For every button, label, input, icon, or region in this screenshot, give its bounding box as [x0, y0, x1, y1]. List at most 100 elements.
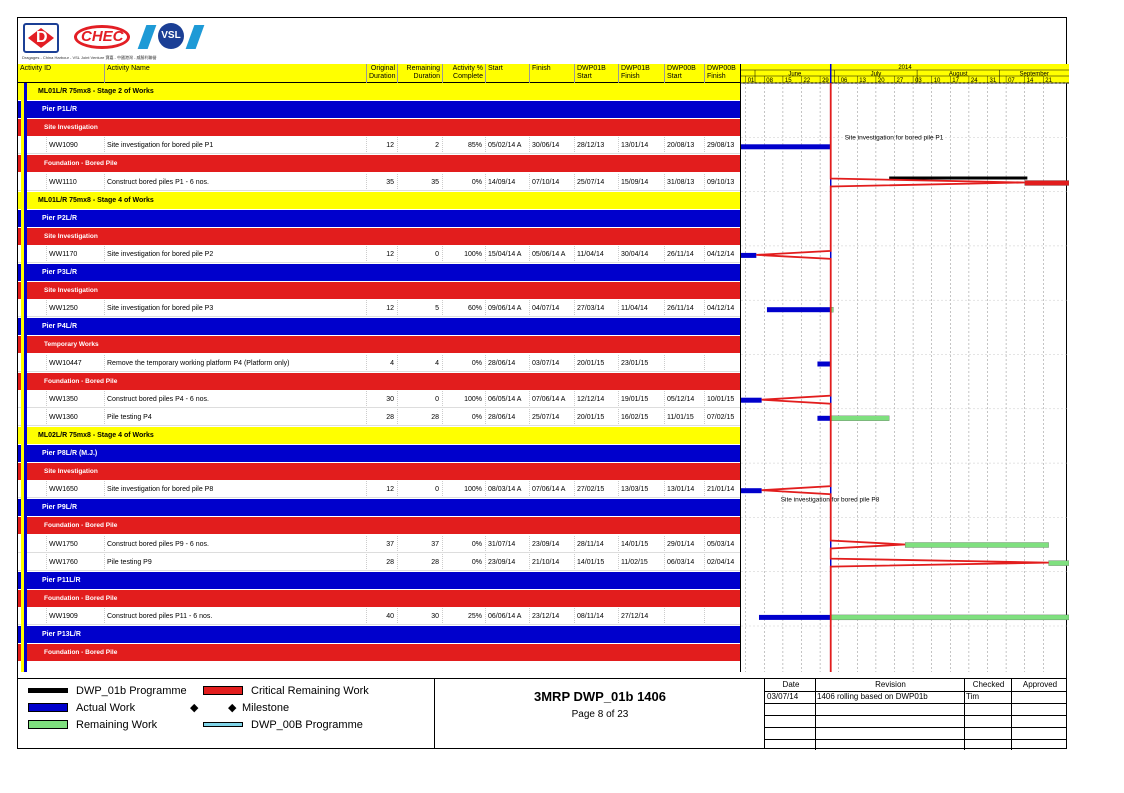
timescale-month: August [949, 72, 968, 78]
wbs-pier-row[interactable]: Pier P1L/R [18, 101, 740, 119]
percent-complete: 0% [442, 354, 485, 371]
wbs-subgroup-row[interactable]: Site Investigation [18, 463, 740, 481]
activity-row[interactable]: WW1650 Site investigation for bored pile … [18, 481, 740, 499]
col-dwp01b-start[interactable]: DWP01B Start [574, 64, 618, 83]
wbs-group-row[interactable]: ML01L/R 75mx8 - Stage 2 of Works [18, 83, 740, 100]
critical-work-bar [1024, 180, 1069, 186]
activity-row[interactable]: WW1110 Construct bored piles P1 - 6 nos. 3… [18, 173, 740, 191]
activity-name: Construct bored piles P4 - 6 nos. [104, 390, 366, 407]
activity-name: Pile testing P9 [104, 553, 366, 570]
col-dwp00b-finish[interactable]: DWP00B Finish [704, 64, 740, 83]
col-dwp00b-start[interactable]: DWP00B Start [664, 64, 704, 83]
wbs-subgroup-row[interactable]: Foundation - Bored Pile [18, 372, 740, 390]
activity-row[interactable]: WW1360 Pile testing P4 28 28 0% 28/06/14 25/07… [18, 408, 740, 426]
wbs-pier-row[interactable]: Pier P11L/R [18, 571, 740, 589]
activity-row[interactable]: WW10447 Remove the temporary working plat… [18, 354, 740, 372]
milestone-diamond-icon: ◆ [228, 702, 237, 714]
activity-row[interactable]: WW1090 Site investigation for bored pile … [18, 137, 740, 155]
dwp01b-finish-date: 15/09/14 [618, 173, 664, 190]
col-activity-name[interactable]: Activity Name [104, 64, 366, 83]
rev-checked: Tim [966, 692, 980, 701]
dwp00b-finish-date: 09/10/13 [704, 173, 740, 190]
wbs-label: Foundation - Bored Pile [44, 649, 118, 657]
start-date: 08/03/14 A [485, 481, 529, 498]
timescale-day: 03 [915, 78, 922, 84]
dwp00b-finish-date: 05/03/14 [704, 535, 740, 552]
wbs-pier-row[interactable]: Pier P3L/R [18, 264, 740, 281]
wbs-pier-row[interactable]: Pier P8L/R (M.J.) [18, 445, 740, 462]
original-duration: 30 [366, 390, 397, 407]
activity-name: Site investigation for bored pile P1 [104, 137, 366, 154]
activity-row[interactable]: WW1909 Construct bored piles P11 - 6 nos.… [18, 607, 740, 625]
original-duration: 4 [366, 354, 397, 371]
original-duration: 12 [366, 300, 397, 317]
col-original-duration[interactable]: Original Duration [366, 64, 397, 83]
rev-header-approved: Approved [1022, 680, 1058, 689]
timescale-month: July [871, 72, 882, 78]
wbs-subgroup-row[interactable]: Temporary Works [18, 336, 740, 354]
col-activity-id[interactable]: Activity ID [20, 65, 52, 72]
wbs-label: Pier P1L/R [42, 106, 78, 114]
wbs-label: Site Investigation [44, 232, 98, 240]
wbs-label: ML01L/R 75mx8 - Stage 4 of Works [38, 196, 154, 204]
dwp01b-start-date: 20/01/15 [574, 408, 618, 425]
remaining-work-bar [830, 614, 1069, 621]
wbs-group-row[interactable]: ML02L/R 75mx8 - Stage 4 of Works [18, 426, 740, 444]
col-activity-complete[interactable]: Activity % Complete [442, 64, 485, 83]
wbs-subgroup-row[interactable]: Site Investigation [18, 119, 740, 137]
col-dwp01b-finish[interactable]: DWP01B Finish [618, 64, 664, 83]
rev-header-checked: Checked [972, 680, 1005, 689]
dwp00b-finish-date: 04/12/14 [704, 300, 740, 317]
wbs-pier-row[interactable]: Pier P4L/R [18, 318, 740, 336]
schedule-title: 3MRP DWP_01b 1406 [534, 689, 666, 704]
title-block: 3MRP DWP_01b 1406 Page 8 of 23 [435, 678, 765, 749]
timescale-day: 20 [878, 78, 885, 84]
wbs-group-row[interactable]: ML01L/R 75mx8 - Stage 4 of Works [18, 191, 740, 209]
activity-row[interactable]: WW1170 Site investigation for bored pile … [18, 245, 740, 263]
dwp01b-start-date: 08/11/14 [574, 607, 618, 624]
wbs-subgroup-row[interactable]: Site Investigation [18, 227, 740, 245]
gantt-chart: 2014 June July August September 01 08 15 22 29 06 1… [740, 64, 1069, 672]
activity-row[interactable]: WW1350 Construct bored piles P4 - 6 nos. 3… [18, 390, 740, 408]
activity-row[interactable]: WW1750 Construct bored piles P9 - 6 nos. 3… [18, 535, 740, 553]
activity-id: WW1350 [46, 390, 104, 407]
finish-date: 05/06/14 A [529, 245, 574, 262]
rev-description: 1406 rolling based on DWP01b [817, 692, 928, 701]
finish-date: 30/06/14 [529, 137, 574, 154]
wbs-pier-row[interactable]: Pier P9L/R [18, 499, 740, 517]
actual-work-bar [817, 361, 831, 367]
remaining-duration: 37 [397, 535, 442, 552]
activity-row[interactable]: WW1250 Site investigation for bored pile … [18, 300, 740, 318]
dwp01b-start-date: 27/02/15 [574, 481, 618, 498]
activity-id: WW1750 [46, 535, 104, 552]
wbs-label: Pier P8L/R (M.J.) [42, 450, 98, 457]
milestone-diamond-icon: ◆ [190, 702, 199, 714]
logo-strip: D CHEC VSL Dragages - China Harbour - VS… [18, 18, 1068, 64]
remaining-duration: 4 [397, 354, 442, 371]
activity-row[interactable]: WW1760 Pile testing P9 28 28 0% 23/09/14 21/10… [18, 553, 740, 571]
wbs-subgroup-row[interactable]: Foundation - Bored Pile [18, 589, 740, 607]
col-finish[interactable]: Finish [529, 64, 574, 83]
wbs-pier-row[interactable]: Pier P2L/R [18, 209, 740, 227]
dwp00b-start-date: 26/11/14 [664, 300, 704, 317]
dwp01b-start-date: 20/01/15 [574, 354, 618, 371]
rev-header-revision: Revision [875, 680, 906, 689]
percent-complete: 100% [442, 245, 485, 262]
original-duration: 40 [366, 607, 397, 624]
remaining-duration: 2 [397, 137, 442, 154]
progress-line [756, 83, 1049, 672]
wbs-pier-row[interactable]: Pier P13L/R [18, 626, 740, 643]
col-remaining-duration[interactable]: Remaining Duration [397, 64, 442, 83]
wbs-subgroup-row[interactable]: Site Investigation [18, 282, 740, 300]
wbs-subgroup-row[interactable]: Foundation - Bored Pile [18, 644, 740, 662]
dwp00b-finish-date [704, 607, 740, 624]
wbs-subgroup-row[interactable]: Foundation - Bored Pile [18, 517, 740, 535]
start-date: 06/06/14 A [485, 607, 529, 624]
timescale-day: 22 [804, 78, 811, 84]
activity-name: Site investigation for bored pile P2 [104, 245, 366, 262]
activity-name: Construct bored piles P11 - 6 nos. [104, 607, 366, 624]
wbs-subgroup-row[interactable]: Foundation - Bored Pile [18, 155, 740, 173]
col-start[interactable]: Start [485, 64, 529, 83]
dwp00b-finish-date: 07/02/15 [704, 408, 740, 425]
timescale-day: 21 [1045, 78, 1052, 84]
